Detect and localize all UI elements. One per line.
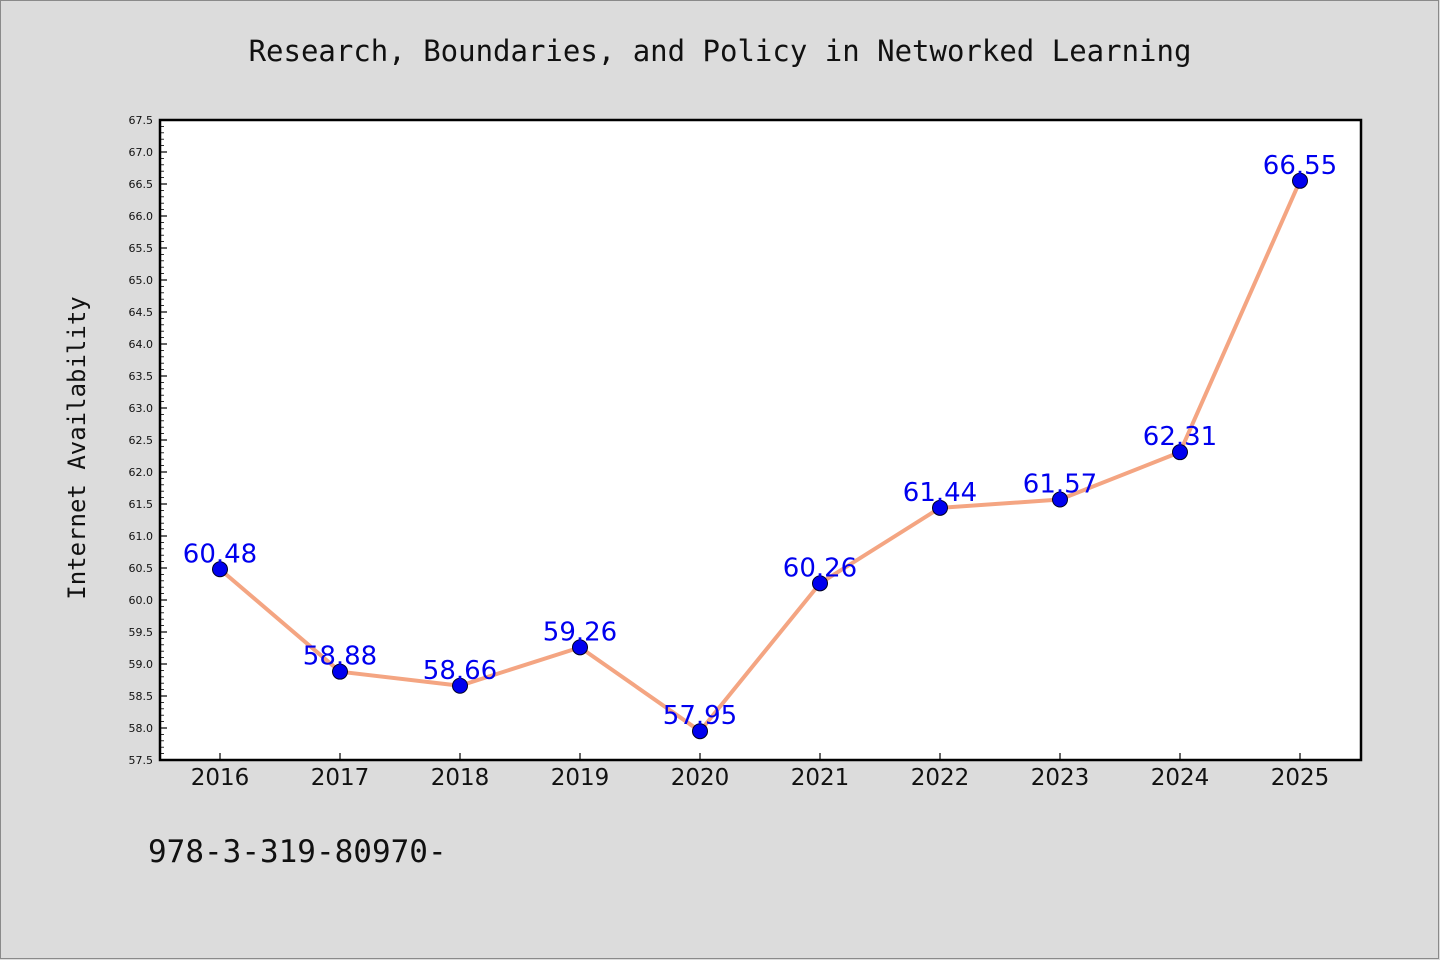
x-tick-label: 2022 [911,765,970,791]
data-label: 60.48 [183,539,257,569]
x-tick-label: 2021 [791,765,850,791]
y-tick-label: 57.5 [129,754,154,767]
chart-title: Research, Boundaries, and Policy in Netw… [248,34,1192,68]
data-label: 61.57 [1023,470,1097,500]
x-tick-label: 2025 [1271,765,1330,791]
y-tick-label: 59.0 [129,658,154,671]
plot-area [160,120,1361,760]
y-tick-label: 67.0 [129,146,154,159]
data-label: 60.26 [783,553,857,583]
x-axis: 2016 2017 2018 2019 2020 2021 2022 2023 2024 2025 [191,753,1330,791]
y-tick-label: 60.0 [129,594,154,607]
data-point [212,561,228,578]
y-tick-label: 61.5 [129,498,154,511]
series-line [218,178,1302,734]
y-tick-label: 65.0 [129,274,154,287]
y-axis-title: Internet Availability [63,296,91,599]
y-tick-label: 58.0 [129,722,154,735]
y-axis: 57.5 58.0 58.5 59.0 59.5 60.0 60.5 61.0 61.5 62.0… [129,114,167,767]
y-tick-label: 58.5 [129,690,154,703]
data-point [332,663,348,680]
y-tick-label: 63.5 [129,370,154,383]
y-tick-label: 66.0 [129,210,154,223]
y-tick-label: 65.5 [129,242,154,255]
y-tick-label: 64.0 [129,338,154,351]
x-tick-label: 2018 [431,765,490,791]
data-label: 58.88 [303,642,377,672]
y-tick-label: 64.5 [129,306,154,319]
data-point [812,575,828,592]
plot-frame [158,118,1363,762]
data-label: 61.44 [903,478,977,508]
data-label: 58.66 [423,656,497,686]
series-group: 60.48 58.88 58.66 59.26 57.95 60.26 61.44 61.57… [183,151,1337,740]
y-tick-label: 61.0 [129,530,154,543]
y-tick-label: 59.5 [129,626,154,639]
y-tick-label: 60.5 [129,562,154,575]
data-label: 59.26 [543,617,617,647]
data-label: 62.31 [1143,422,1217,452]
data-point [452,677,468,694]
data-point [572,639,588,656]
y-tick-label: 62.5 [129,434,154,447]
y-tick-label: 62.0 [129,466,154,479]
y-tick-label: 63.0 [129,402,154,415]
data-point [1172,444,1188,461]
x-tick-label: 2016 [191,765,250,791]
x-tick-label: 2019 [551,765,610,791]
data-point [692,723,708,740]
data-label: 57.95 [663,701,737,731]
data-point [932,499,948,516]
footer-code: 978-3-319-80970- [148,834,447,870]
x-tick-label: 2023 [1031,765,1090,791]
y-tick-label: 67.5 [129,114,154,127]
data-point [1052,491,1068,508]
data-point [1292,172,1308,189]
x-tick-label: 2020 [671,765,730,791]
x-tick-label: 2024 [1151,765,1210,791]
y-tick-label: 66.5 [129,178,154,191]
x-tick-label: 2017 [311,765,370,791]
data-label: 66.55 [1263,151,1337,181]
